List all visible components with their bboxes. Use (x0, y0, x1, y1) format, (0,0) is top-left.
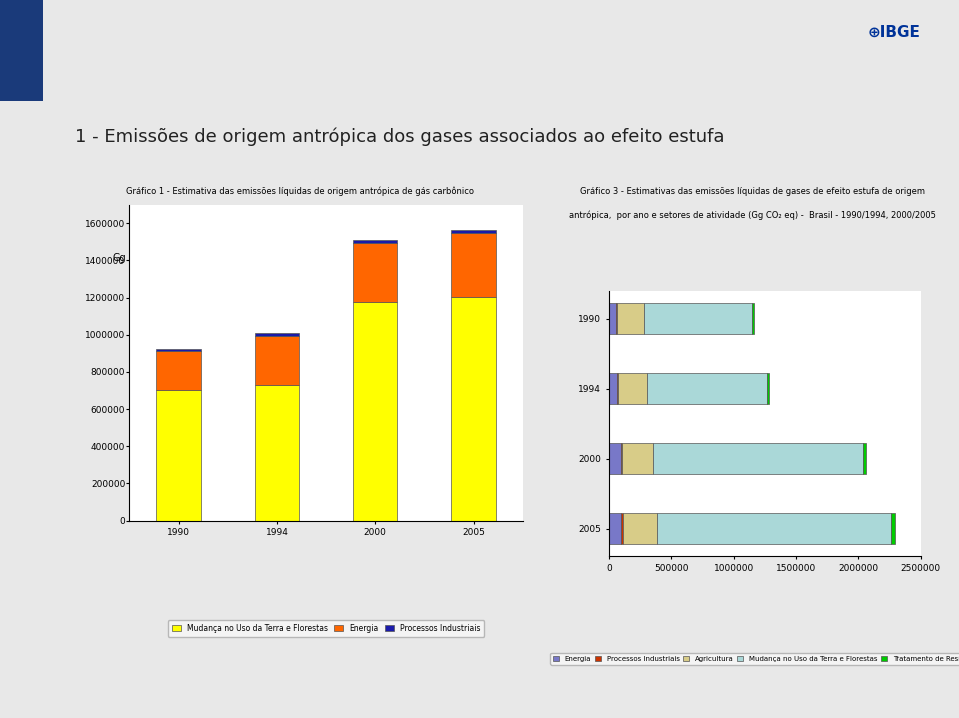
Bar (353, 302, 397, 521)
Bar (609, 513, 621, 544)
Bar (618, 303, 643, 335)
Bar (863, 443, 866, 475)
Bar (0, 0, 43, 101)
Bar (653, 443, 863, 475)
Bar (647, 373, 766, 404)
Text: Gráfico 3 - Estimativas das emissões líquidas de gases de efeito estufa de orige: Gráfico 3 - Estimativas das emissões líq… (580, 187, 925, 195)
Legend: Energia, Processos Industriais, Agricultura, Mudança no Uso da Terra e Florestas: Energia, Processos Industriais, Agricult… (550, 653, 959, 665)
Legend: Mudança no Uso da Terra e Florestas, Energia, Processos Industriais: Mudança no Uso da Terra e Florestas, Ene… (168, 620, 484, 637)
Bar (617, 303, 618, 335)
Bar (657, 513, 891, 544)
Bar (156, 349, 200, 350)
Bar (623, 513, 657, 544)
Bar (891, 513, 895, 544)
Text: Gráfico 1 - Estimativa das emissões líquidas de origem antrópica de gás carbônic: Gráfico 1 - Estimativa das emissões líqu… (126, 187, 474, 196)
Bar (156, 350, 200, 391)
Bar (452, 233, 496, 297)
Text: (CO₂), segundo o setor de emissão - Brasil - 1990/1994, 2000/2005: (CO₂), segundo o setor de emissão - Bras… (159, 210, 440, 219)
Text: ⊕IBGE: ⊕IBGE (868, 25, 921, 40)
Bar (609, 443, 620, 475)
Bar (353, 243, 397, 302)
Bar (609, 373, 617, 404)
Bar (255, 333, 299, 335)
Bar (255, 335, 299, 385)
Bar (353, 240, 397, 243)
Bar (752, 303, 754, 335)
Text: 1 - Emissões de origem antrópica dos gases associados ao efeito estufa: 1 - Emissões de origem antrópica dos gas… (75, 127, 724, 146)
Bar (156, 391, 200, 521)
Bar (619, 373, 647, 404)
Text: antrópica,  por ano e setores de atividade (Gg CO₂ eq) -  Brasil - 1990/1994, 20: antrópica, por ano e setores de atividad… (570, 210, 936, 220)
Bar (617, 373, 619, 404)
Bar (643, 303, 752, 335)
Bar (621, 513, 623, 544)
Text: Gg: Gg (112, 253, 126, 263)
Bar (766, 373, 769, 404)
Bar (452, 230, 496, 233)
Bar (622, 443, 653, 475)
Bar (609, 303, 617, 335)
Bar (452, 297, 496, 521)
Bar (255, 385, 299, 521)
Bar (620, 443, 622, 475)
